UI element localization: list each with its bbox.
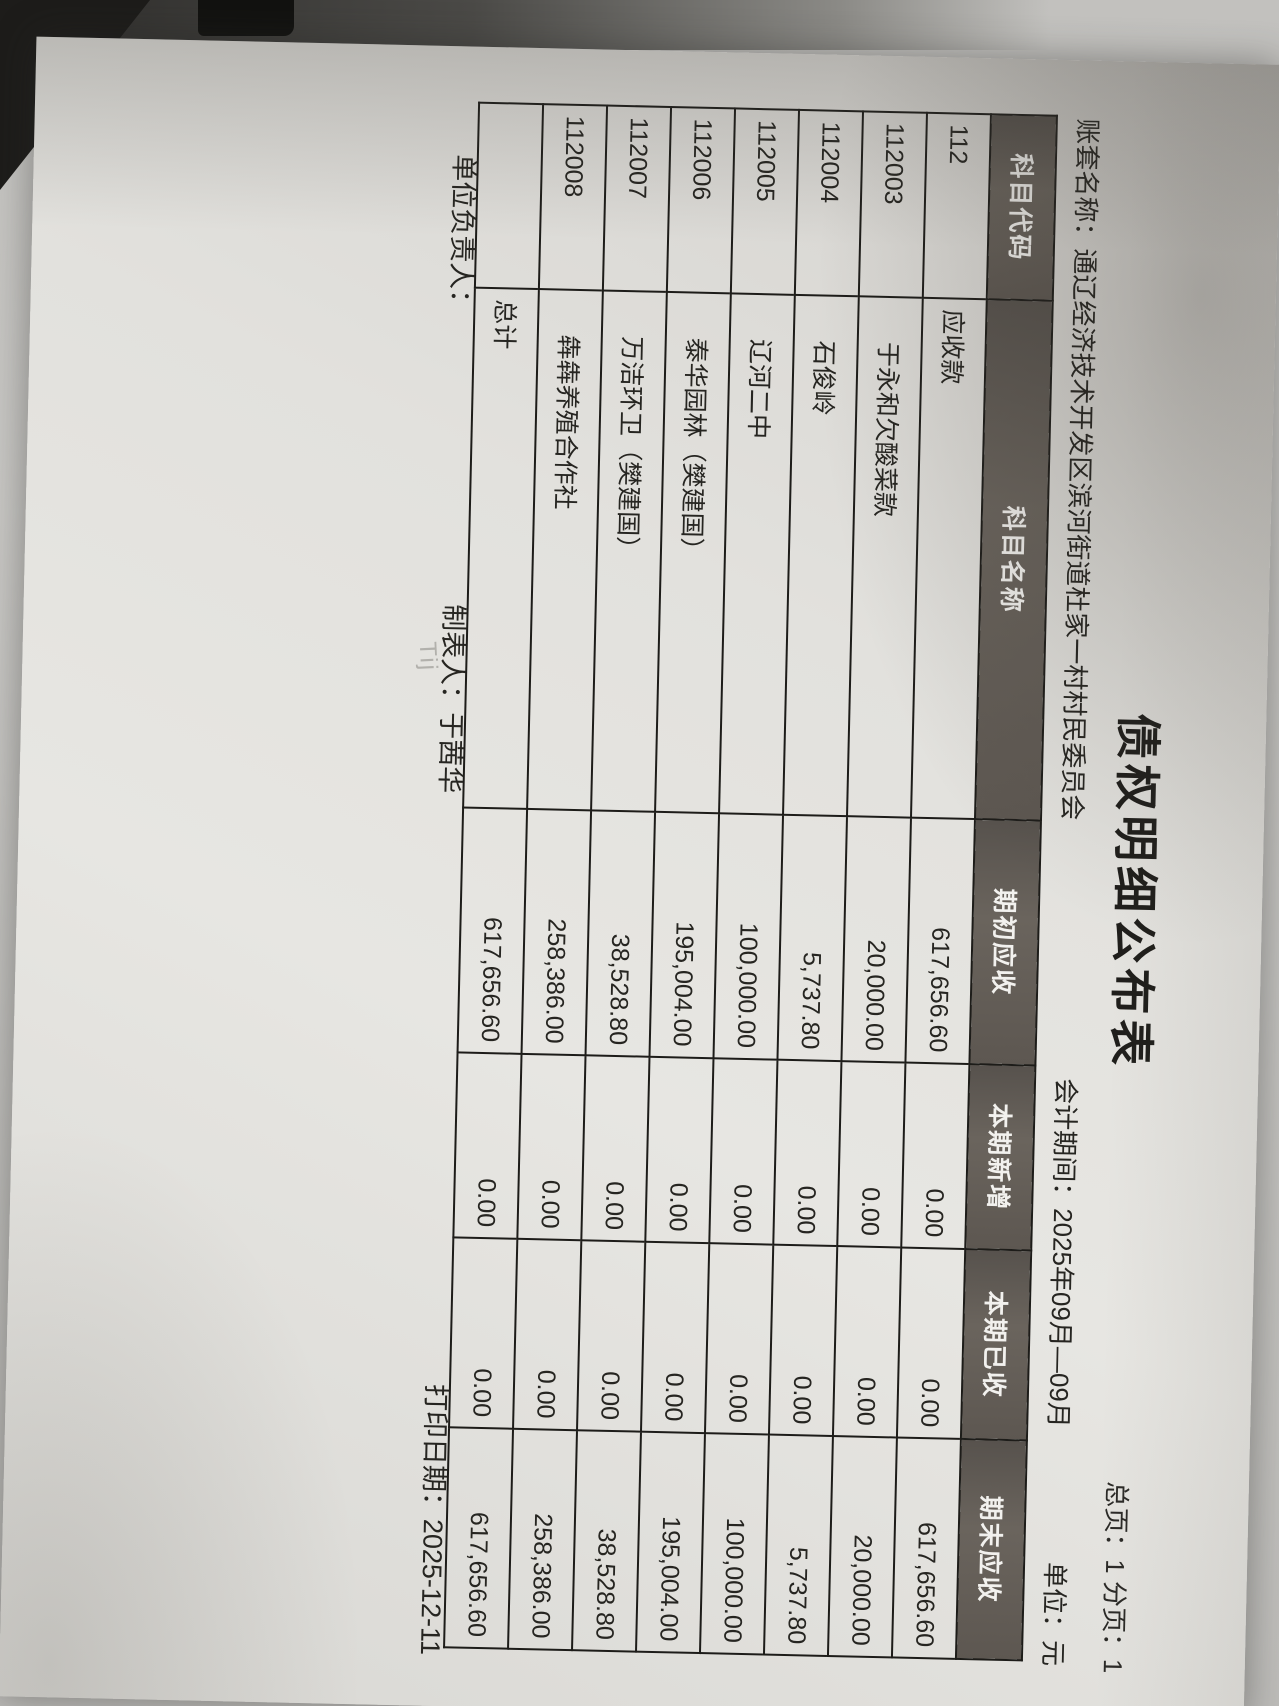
period-added: 0.00	[772, 1059, 841, 1247]
account-code: 112006	[666, 107, 735, 294]
period-added: 0.00	[516, 1053, 586, 1241]
accounting-period: 会计期间：2025年09月—09月	[1042, 1077, 1081, 1429]
document-page: 债权明细公布表 总页：1 分页：1 账套名称：通辽经济技术开发区滨河街道杜家一村…	[0, 36, 1279, 1706]
begin-receivable: 258,386.00	[521, 808, 591, 1056]
preparer-label: 制表人：于茜华	[433, 603, 469, 794]
col-header-period-received: 本期已收	[960, 1248, 1031, 1441]
ink-bleed-artifact: Tij	[413, 640, 442, 673]
account-set-name: 账套名称：通辽经济技术开发区滨河街道杜家一村村民委员会	[1056, 118, 1103, 821]
account-name: 于永和欠酸菜款	[846, 296, 923, 818]
page-count-info: 总页：1 分页：1	[1097, 1480, 1132, 1674]
period-added: 0.00	[900, 1062, 969, 1249]
end-receivable: 617,656.60	[891, 1437, 961, 1659]
account-code: 112008	[538, 104, 607, 291]
col-header-end-receivable: 期末应收	[955, 1438, 1027, 1661]
period-received: 0.00	[704, 1243, 773, 1435]
col-header-begin-receivable: 期初应收	[968, 819, 1041, 1066]
account-name: 万洁环卫（樊建国）	[590, 290, 667, 812]
wall-dark-notch	[198, 0, 294, 36]
receivables-table: 科目代码 科目名称 期初应收 本期新增 本期已收 期末应收 112 应收款 61…	[443, 102, 1058, 1662]
unit-manager-label: 单位负责人：	[444, 153, 479, 317]
period-added: 0.00	[644, 1056, 713, 1244]
begin-receivable: 617,656.60	[904, 817, 975, 1065]
begin-receivable: 5,737.80	[776, 814, 847, 1062]
begin-receivable: 38,528.80	[585, 810, 655, 1057]
account-code: 112004	[794, 109, 863, 297]
account-name: 泰华园林（樊建国）	[654, 291, 731, 814]
account-code: 112003	[858, 111, 927, 298]
col-header-account-name: 科目名称	[974, 299, 1053, 821]
end-receivable: 5,737.80	[763, 1434, 833, 1656]
account-name: 犇犇养殖合作社	[526, 289, 603, 811]
end-receivable: 195,004.00	[635, 1431, 705, 1654]
begin-receivable: 100,000.00	[712, 813, 783, 1060]
period-received: 0.00	[640, 1241, 709, 1434]
account-name: 石俊岭	[782, 294, 859, 817]
account-code: 112005	[730, 108, 799, 295]
period-added: 0.00	[708, 1058, 777, 1245]
col-header-period-added: 本期新增	[964, 1064, 1035, 1251]
account-name: 应收款	[910, 297, 987, 820]
account-name: 辽河二中	[718, 293, 795, 815]
col-header-account-code: 科目代码	[986, 114, 1057, 301]
account-code: 112	[922, 112, 991, 300]
end-receivable: 38,528.80	[571, 1430, 641, 1652]
period-received: 0.00	[512, 1238, 581, 1431]
end-receivable: 100,000.00	[699, 1433, 769, 1655]
period-added: 0.00	[836, 1061, 905, 1248]
period-received: 0.00	[768, 1244, 837, 1437]
currency-unit: 单位：元	[1037, 1561, 1070, 1667]
period-received: 0.00	[576, 1240, 645, 1432]
period-received: 0.00	[896, 1247, 965, 1439]
print-date-label: 打印日期：2025-12-11	[414, 1383, 451, 1656]
period-received: 0.00	[832, 1246, 901, 1438]
begin-receivable: 195,004.00	[649, 811, 719, 1059]
begin-receivable: 20,000.00	[840, 816, 911, 1063]
account-code: 112007	[602, 105, 671, 292]
end-receivable: 258,386.00	[507, 1428, 577, 1651]
end-receivable: 20,000.00	[827, 1436, 897, 1658]
period-added: 0.00	[580, 1055, 650, 1242]
